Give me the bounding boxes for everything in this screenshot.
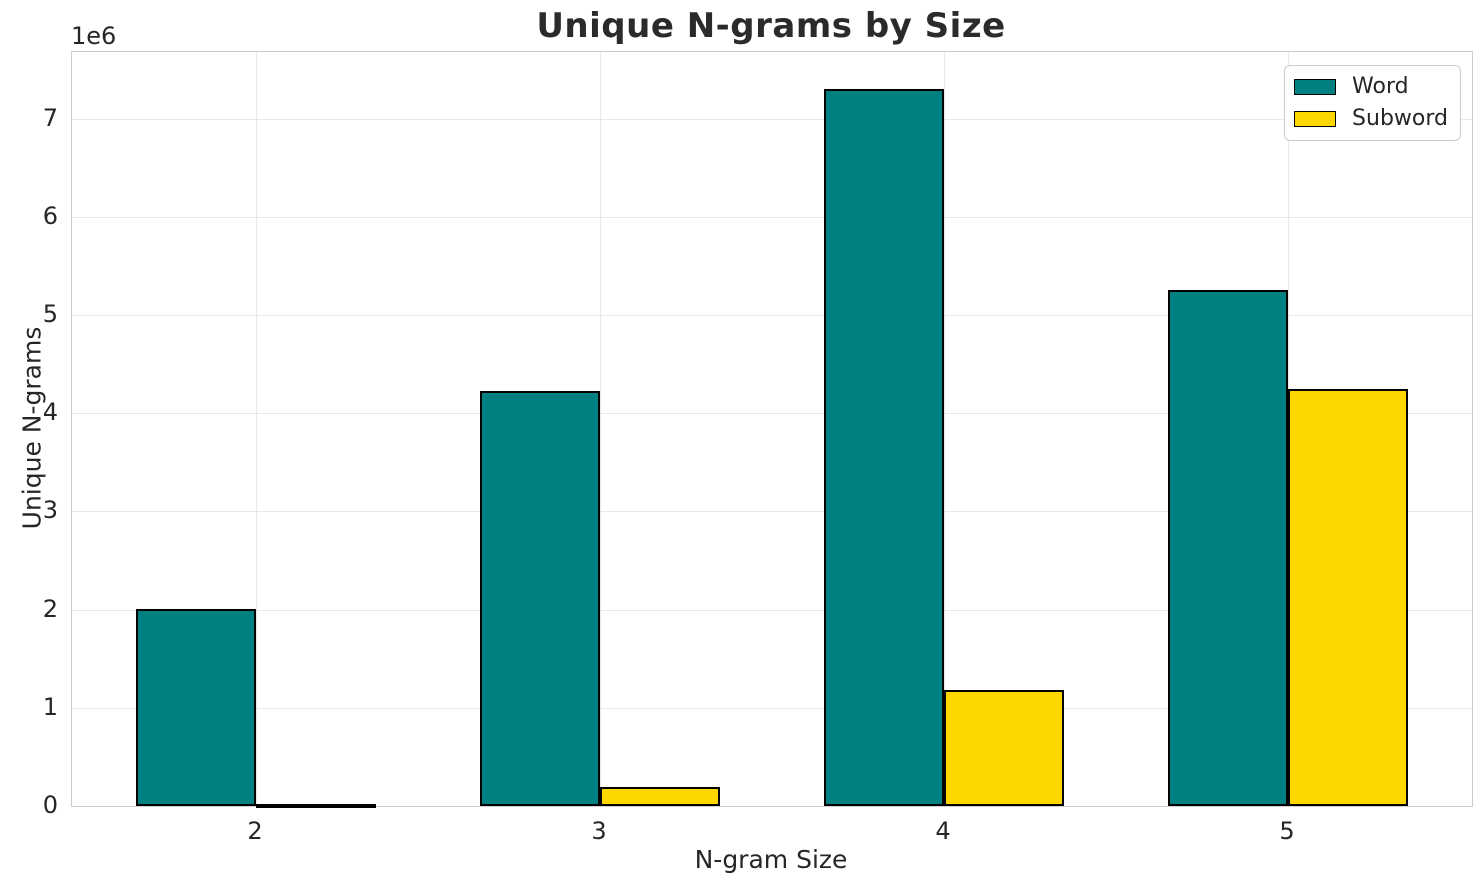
x-tick-label: 4 (935, 817, 951, 845)
legend: Word Subword (1284, 65, 1461, 141)
gridline-vertical (256, 52, 258, 806)
y-tick-label: 7 (42, 103, 58, 132)
x-tick-label: 3 (591, 817, 607, 845)
legend-item-word: Word (1294, 75, 1448, 99)
y-tick-label: 5 (42, 300, 58, 329)
plot-area: Word Subword (71, 51, 1473, 808)
y-tick-label: 4 (42, 398, 58, 427)
y-axis-offset-label: 1e6 (71, 22, 117, 50)
bar-subword-5 (1287, 388, 1409, 806)
x-axis-label: N-gram Size (694, 845, 848, 874)
legend-swatch-word (1294, 79, 1337, 95)
y-tick-label: 1 (42, 692, 58, 721)
gridline-horizontal (72, 707, 1472, 709)
legend-item-subword: Subword (1294, 107, 1448, 131)
gridline-horizontal (72, 609, 1472, 611)
gridline-horizontal (72, 511, 1472, 513)
x-tick-label: 2 (247, 817, 263, 845)
bar-subword-3 (600, 787, 721, 806)
gridline-horizontal (72, 216, 1472, 218)
bar-word-3 (479, 390, 600, 806)
gridline-vertical (943, 52, 945, 806)
legend-label: Word (1352, 74, 1409, 99)
legend-label: Subword (1352, 106, 1448, 131)
legend-swatch-subword (1294, 111, 1337, 127)
gridline-horizontal (72, 315, 1472, 317)
bar-word-5 (1167, 289, 1288, 806)
bar-subword-4 (943, 690, 1065, 806)
gridline-horizontal (72, 118, 1472, 120)
x-tick-label: 5 (1279, 817, 1295, 845)
bar-word-4 (823, 89, 944, 806)
y-tick-label: 2 (42, 594, 58, 623)
bar-word-2 (135, 608, 257, 806)
y-tick-label: 3 (42, 496, 58, 525)
y-tick-label: 6 (42, 201, 58, 230)
bar-subword-2 (256, 803, 377, 808)
gridline-vertical (600, 52, 601, 806)
y-tick-label: 0 (42, 791, 58, 819)
chart-title: Unique N-grams by Size (536, 6, 1006, 46)
gridline-horizontal (72, 413, 1472, 415)
